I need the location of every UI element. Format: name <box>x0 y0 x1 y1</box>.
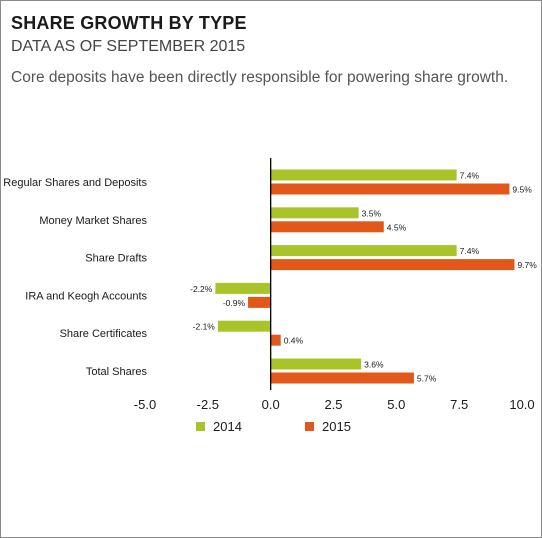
x-tick-label: 5.0 <box>387 397 405 412</box>
data-label: 7.4% <box>460 171 480 181</box>
chart-subtitle: DATA AS OF SEPTEMBER 2015 <box>11 38 246 55</box>
bar-2014-3 <box>215 282 271 294</box>
data-label: 3.6% <box>364 360 384 370</box>
bar-2014-0 <box>270 169 457 181</box>
data-label: -2.2% <box>190 284 213 294</box>
x-tick-label: 2.5 <box>324 397 342 412</box>
chart-note: Core deposits have been directly respons… <box>11 69 509 86</box>
bar-2014-2 <box>270 245 457 257</box>
data-label: 9.7% <box>517 260 537 270</box>
bar-2015-5 <box>270 372 414 384</box>
data-label: 0.4% <box>284 336 304 346</box>
data-label: 4.5% <box>387 222 407 232</box>
chart-title: SHARE GROWTH BY TYPE <box>11 13 247 33</box>
category-label: Regular Shares and Deposits <box>3 177 147 189</box>
category-label: Money Market Shares <box>39 215 147 227</box>
x-tick-label: 10.0 <box>509 397 534 412</box>
category-label: Share Certificates <box>60 328 148 340</box>
bar-2015-4 <box>270 334 281 346</box>
bar-2014-4 <box>217 320 271 332</box>
x-tick-label: -2.5 <box>197 397 219 412</box>
x-tick-label: -5.0 <box>134 397 156 412</box>
bar-2014-1 <box>270 207 359 219</box>
data-label: 9.5% <box>512 185 532 195</box>
data-label: -0.9% <box>223 298 246 308</box>
x-tick-label: 7.5 <box>450 397 468 412</box>
data-label: 3.5% <box>362 208 382 218</box>
x-tick-label: 0.0 <box>262 397 280 412</box>
bar-2015-2 <box>270 259 515 271</box>
category-label: Share Drafts <box>85 253 147 265</box>
data-label: 7.4% <box>460 246 480 256</box>
data-label: 5.7% <box>417 374 437 384</box>
bar-2015-0 <box>270 183 510 195</box>
data-label: -2.1% <box>193 322 216 332</box>
category-label: IRA and Keogh Accounts <box>25 290 147 302</box>
bar-2014-5 <box>270 358 362 370</box>
legend-label: 2015 <box>322 419 351 434</box>
legend-swatch-2015 <box>305 422 314 431</box>
bar-2015-3 <box>248 296 271 308</box>
category-label: Total Shares <box>86 366 148 378</box>
legend-label: 2014 <box>213 419 242 434</box>
bar-2015-1 <box>270 221 384 233</box>
legend-swatch-2014 <box>196 422 205 431</box>
